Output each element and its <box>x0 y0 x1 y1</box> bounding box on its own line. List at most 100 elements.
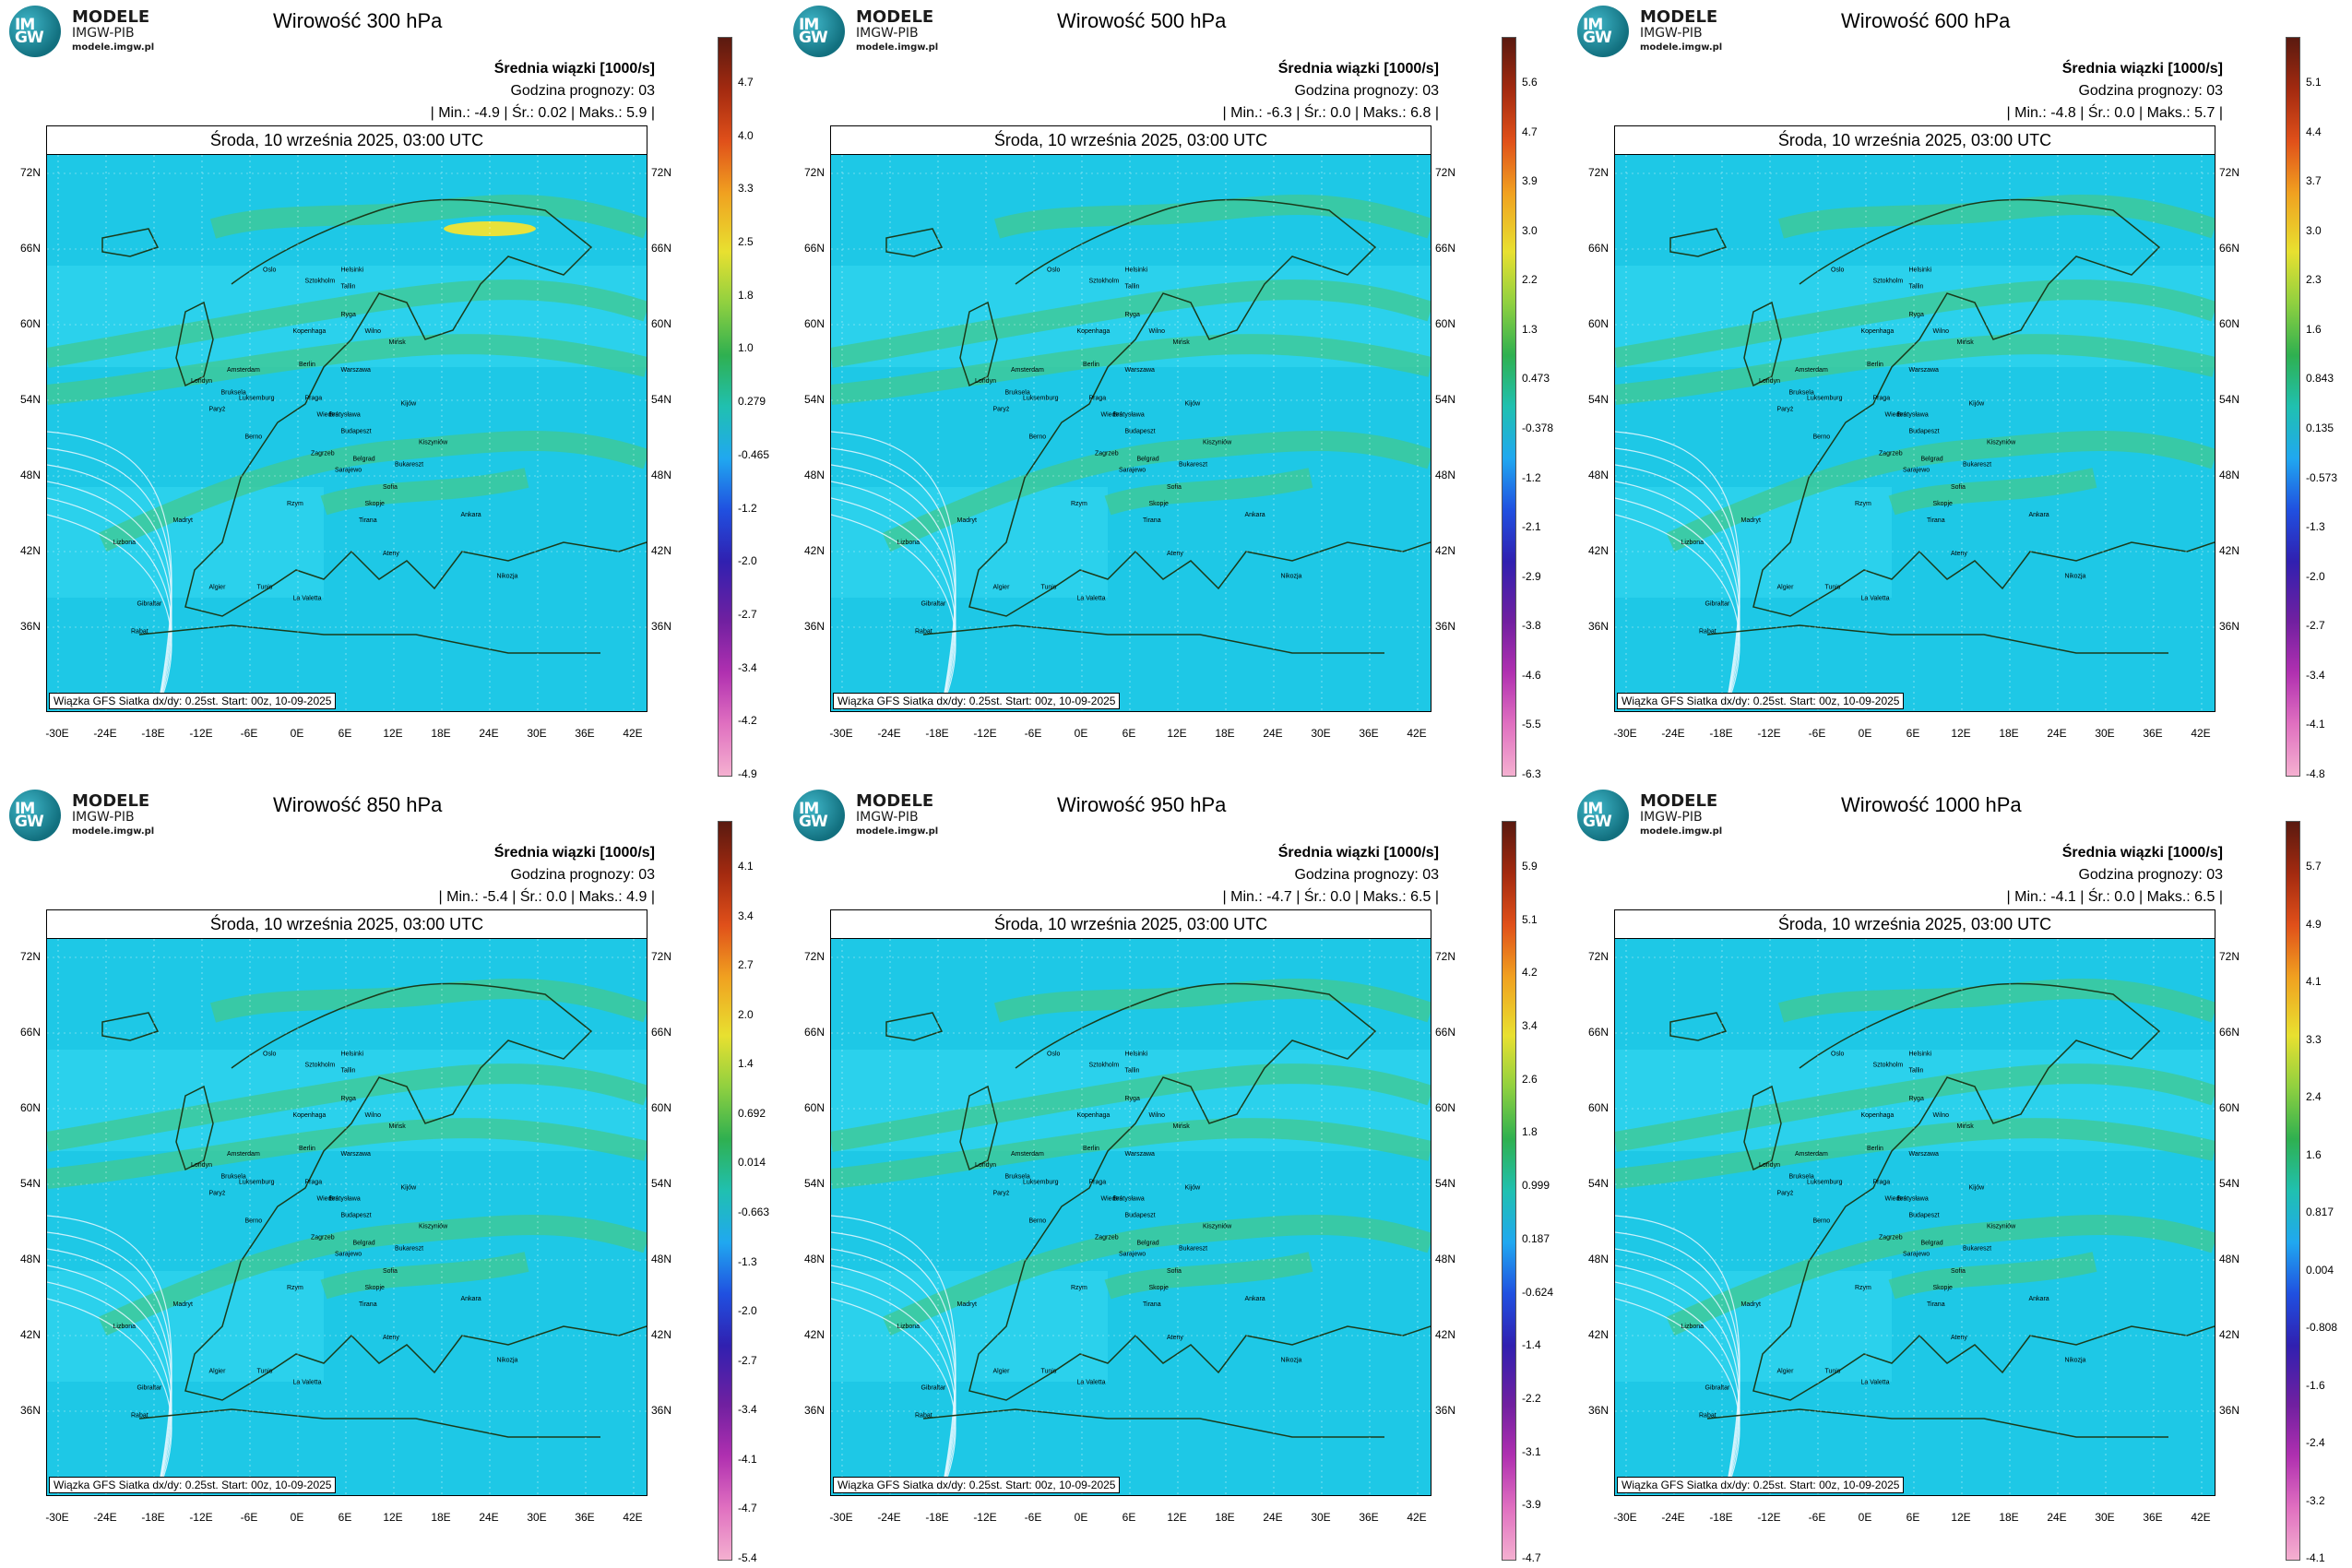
lat-label-left: 72N <box>19 166 41 179</box>
lat-label-left: 42N <box>19 544 41 557</box>
lat-label-right: 66N <box>2219 1026 2240 1039</box>
city-label: Lizbona <box>113 540 137 546</box>
lat-label-right: 60N <box>1435 1101 1456 1114</box>
stats-line: | Min.: -4.9 | Śr.: 0.02 | Maks.: 5.9 | <box>430 105 655 121</box>
lon-label: 42E <box>2191 1511 2211 1524</box>
vorticity-map: Oslo Sztokholm Helsinki Tallin Ryga Kopenhaga… <box>1615 155 2215 711</box>
lat-label-right: 36N <box>1435 1404 1456 1417</box>
city-label: Kopenhaga <box>1077 1112 1111 1119</box>
lat-label-right: 36N <box>2219 1404 2240 1417</box>
city-label: Ryga <box>1125 312 1140 318</box>
lat-label-right: 48N <box>2219 1253 2240 1265</box>
logo-mark-top: IM <box>15 16 35 34</box>
vorticity-map: Oslo Sztokholm Helsinki Tallin Ryga Kopenhaga… <box>47 155 647 711</box>
colorbar-label: 2.3 <box>2306 273 2322 287</box>
lon-label: -6E <box>1808 1511 1826 1524</box>
height-contour <box>831 1215 956 1493</box>
city-label: Luksemburg <box>1023 395 1059 401</box>
city-label: Praga <box>305 1179 323 1185</box>
vorticity-streak <box>1104 468 1313 516</box>
lat-label-right: 72N <box>1435 166 1456 179</box>
lon-label: 36E <box>1359 727 1379 740</box>
lon-label: 42E <box>623 1511 643 1524</box>
height-contour <box>1615 1215 1740 1493</box>
lat-label-right: 72N <box>1435 950 1456 963</box>
height-contour <box>1615 447 1740 709</box>
map-canvas: Oslo Sztokholm Helsinki Tallin Ryga Kopenhaga… <box>47 939 647 1495</box>
height-contour <box>47 497 172 709</box>
city-label: Warszawa <box>341 1151 372 1158</box>
vorticity-streak <box>320 1252 529 1300</box>
coastline-iceland <box>1669 228 1728 257</box>
colorbar-label: 3.9 <box>1522 174 1538 188</box>
logo-org: IMGW-PIB <box>72 26 135 41</box>
colorbar-label: -0.465 <box>738 447 770 461</box>
city-label: Ateny <box>1951 1335 1967 1341</box>
height-contour <box>47 1298 172 1493</box>
coastline-britain <box>959 301 998 387</box>
lat-label-left: 54N <box>803 393 825 406</box>
lat-label-left: 60N <box>19 1101 41 1114</box>
coastline-africa <box>922 624 1384 654</box>
forecast-hour: Godzina prognozy: 03 <box>510 867 655 883</box>
city-label: Sarajewo <box>1903 468 1930 474</box>
colorbar-label: 4.0 <box>738 128 754 142</box>
city-label: Wiedeń <box>317 411 339 418</box>
city-label: Gibraltar <box>137 600 163 607</box>
city-label: Nikozja <box>2065 1357 2086 1363</box>
city-label: La Valetta <box>293 595 322 601</box>
city-label: Wiedeń <box>1101 1195 1123 1202</box>
lat-label-right: 72N <box>2219 950 2240 963</box>
city-label: Algier <box>1777 584 1795 590</box>
forecast-hour: Godzina prognozy: 03 <box>2078 83 2223 99</box>
imgw-logo: IM GW MODELE IMGW-PIB modele.imgw.pl <box>9 6 166 61</box>
lat-label-left: 48N <box>1587 1253 1609 1265</box>
city-label: Tunis <box>1825 584 1841 590</box>
date-header: Środa, 10 września 2025, 03:00 UTC <box>831 126 1431 155</box>
colorbar-label: -6.3 <box>1522 767 1541 780</box>
height-contour <box>831 514 956 709</box>
forecast-hour: Godzina prognozy: 03 <box>1294 867 1439 883</box>
lon-label: 36E <box>1359 1511 1379 1524</box>
city-label: Berno <box>245 1218 263 1225</box>
logo-name: MODELE <box>72 7 150 27</box>
lon-label: 6E <box>338 727 352 740</box>
coastline-britain <box>959 1085 998 1171</box>
vorticity-streak <box>209 979 647 1023</box>
colorbar-label: 4.1 <box>2306 975 2322 988</box>
height-contour <box>47 1265 172 1493</box>
map-frame: Środa, 10 września 2025, 03:00 UTC Oslo Sz… <box>46 125 647 712</box>
lat-label-left: 42N <box>1587 544 1609 557</box>
lat-label-left: 36N <box>1587 1404 1609 1417</box>
lat-label-right: 54N <box>2219 1177 2240 1190</box>
colorbar-label: -1.2 <box>1522 470 1541 484</box>
lat-label-left: 60N <box>1587 317 1609 330</box>
city-label: Oslo <box>1047 1051 1061 1058</box>
coastline-britain <box>175 301 214 387</box>
map-frame: Środa, 10 września 2025, 03:00 UTC Oslo Sz… <box>1614 125 2215 712</box>
lon-label: 6E <box>1906 1511 1920 1524</box>
colorbar-label: -2.4 <box>2306 1436 2325 1449</box>
logo-name: MODELE <box>1640 7 1718 27</box>
logo-mark-top: IM <box>1583 16 1603 34</box>
city-label: Rzym <box>1855 501 1871 507</box>
lat-label-left: 60N <box>803 317 825 330</box>
city-label: Kopenhaga <box>1861 1112 1895 1119</box>
lat-label-left: 54N <box>803 1177 825 1190</box>
colorbar-label: -1.6 <box>2306 1378 2325 1392</box>
vorticity-streak <box>882 1215 1431 1336</box>
stats-line: | Min.: -4.7 | Śr.: 0.0 | Maks.: 6.5 | <box>1222 889 1439 905</box>
height-contour <box>831 464 956 709</box>
lon-label: -18E <box>141 727 165 740</box>
height-contour <box>831 497 956 709</box>
lon-label: -24E <box>1661 1511 1685 1524</box>
coastline-iceland <box>101 1012 160 1041</box>
city-label: Wiedeń <box>1101 411 1123 418</box>
lon-label: -30E <box>45 1511 69 1524</box>
colorbar <box>718 37 732 777</box>
city-label: Bukareszt <box>1179 462 1207 469</box>
vorticity-streak <box>1615 279 2215 368</box>
map-canvas: Oslo Sztokholm Helsinki Tallin Ryga Kopenhaga… <box>1615 155 2215 711</box>
vorticity-map: Oslo Sztokholm Helsinki Tallin Ryga Kopenhaga… <box>831 155 1431 711</box>
lon-label: 6E <box>1122 1511 1136 1524</box>
